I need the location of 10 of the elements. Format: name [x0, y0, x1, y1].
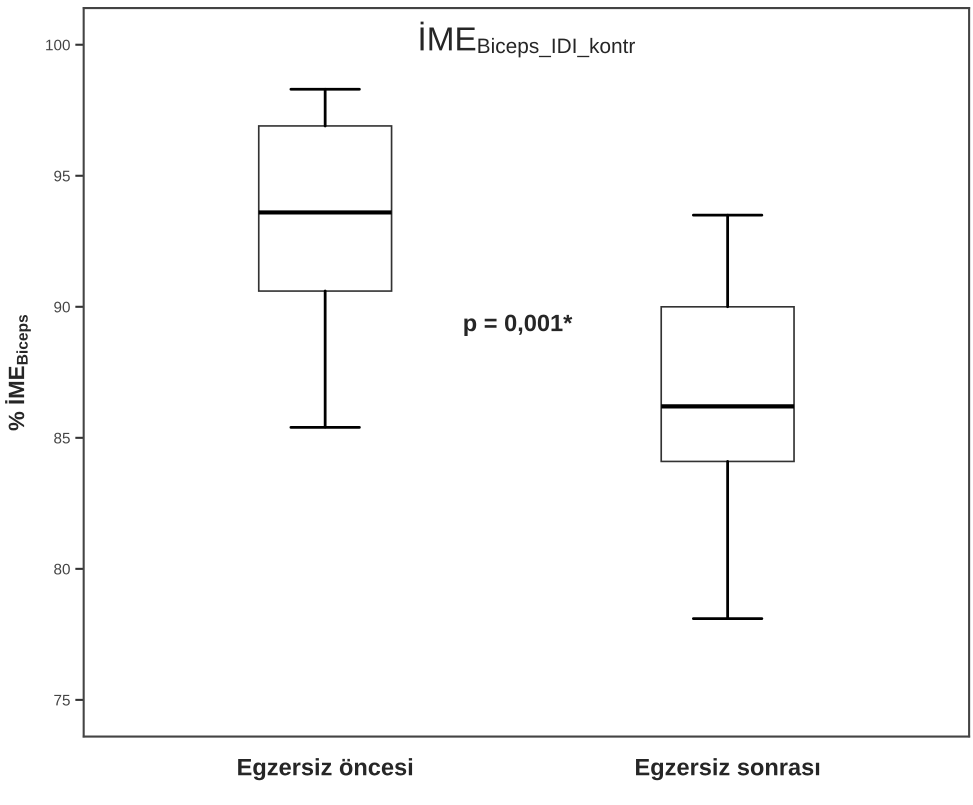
- y-tick-label: 90: [54, 302, 70, 312]
- annotation: p = 0,001*: [464, 314, 572, 336]
- y-tick-label: 85: [54, 432, 70, 444]
- y-axis-title: % İME$_{Biceps}$: [5, 314, 31, 430]
- x-tick-label: Egzersiz sonrası: [636, 758, 820, 780]
- y-tick-label: 75: [54, 694, 70, 706]
- y-tick-label: 95: [54, 170, 70, 182]
- x-tick-label: Egzersiz öncesi: [238, 758, 412, 780]
- y-tick-label: 100: [46, 40, 70, 50]
- y-tick-label: 80: [54, 564, 70, 575]
